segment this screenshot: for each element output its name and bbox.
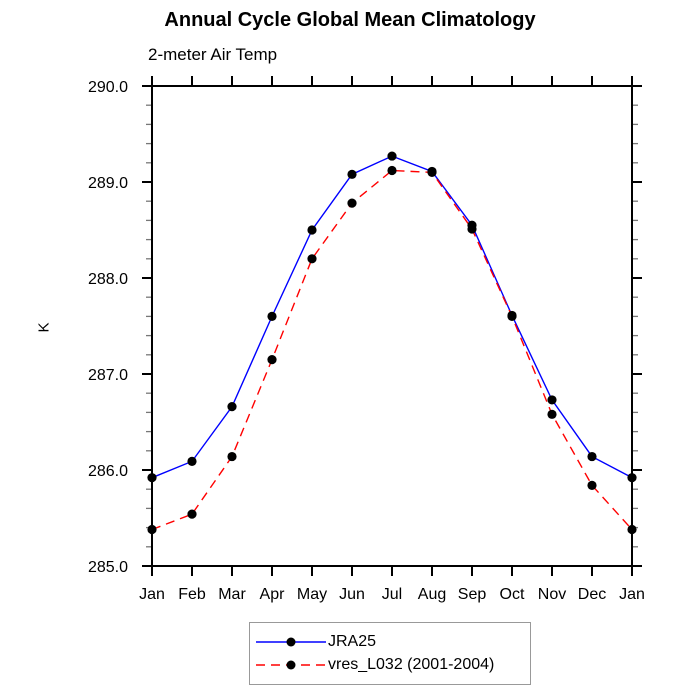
data-point-marker [587, 480, 597, 490]
x-tick-label: Jul [382, 586, 402, 603]
data-point-marker [387, 151, 397, 161]
data-point-marker [147, 473, 157, 483]
data-point-marker [147, 524, 157, 535]
y-tick-label: 285.0 [88, 559, 128, 576]
x-tick-label: Oct [500, 586, 525, 603]
data-point-marker [227, 451, 237, 462]
x-tick-label: Jan [139, 586, 165, 603]
data-point-marker [227, 402, 237, 412]
data-point-marker [187, 509, 197, 519]
chart-subtitle: 2-meter Air Temp [148, 45, 278, 64]
data-point-marker [627, 524, 637, 535]
x-tick-label: Mar [218, 586, 246, 603]
legend-box: JRA25 vres_L032 (2001-2004) [249, 622, 531, 685]
y-tick-label: 287.0 [88, 367, 128, 384]
data-point-marker [267, 355, 277, 365]
series-line-jra25 [151, 155, 633, 479]
x-tick-label: Jun [339, 586, 365, 603]
chart-title: Annual Cycle Global Mean Climatology [164, 9, 536, 31]
x-tick-label: Nov [538, 586, 566, 603]
legend-sample-dashed-line [256, 660, 326, 670]
y-tick-label: 286.0 [88, 463, 128, 480]
data-point-marker [307, 254, 317, 264]
legend-label-jra25: JRA25 [328, 633, 377, 650]
y-tick-label: 290.0 [88, 79, 128, 96]
legend-marker-dot [286, 637, 296, 647]
data-point-marker [467, 224, 477, 234]
x-tick-label: Feb [178, 586, 206, 603]
data-point-marker [307, 225, 317, 235]
data-point-marker [347, 169, 357, 179]
x-tick-label: Aug [418, 586, 446, 603]
series-line-vres-l032 [151, 169, 633, 531]
x-tick-label: Apr [260, 586, 286, 603]
y-tick-label: 288.0 [88, 271, 128, 288]
legend-item-vres: vres_L032 (2001-2004) [256, 656, 530, 673]
x-tick-label: Sep [458, 586, 487, 603]
data-point-marker [187, 456, 197, 466]
data-point-marker [427, 167, 437, 177]
legend-item-jra25: JRA25 [256, 633, 530, 650]
data-point-marker [387, 165, 397, 176]
legend-label-vres: vres_L032 (2001-2004) [328, 656, 495, 673]
data-point-marker [587, 451, 597, 462]
data-point-marker [547, 395, 557, 405]
data-point-marker [267, 311, 277, 321]
data-point-marker [507, 311, 517, 321]
y-tick-label: 289.0 [88, 175, 128, 192]
x-tick-label: Dec [578, 586, 606, 603]
data-point-marker [627, 473, 637, 483]
data-point-marker [347, 198, 357, 208]
legend-sample-solid-line [256, 637, 326, 647]
x-tick-label: Jan [619, 586, 645, 603]
x-tick-label: May [297, 586, 327, 603]
data-point-marker [547, 409, 557, 419]
legend-marker-dot [286, 660, 296, 670]
